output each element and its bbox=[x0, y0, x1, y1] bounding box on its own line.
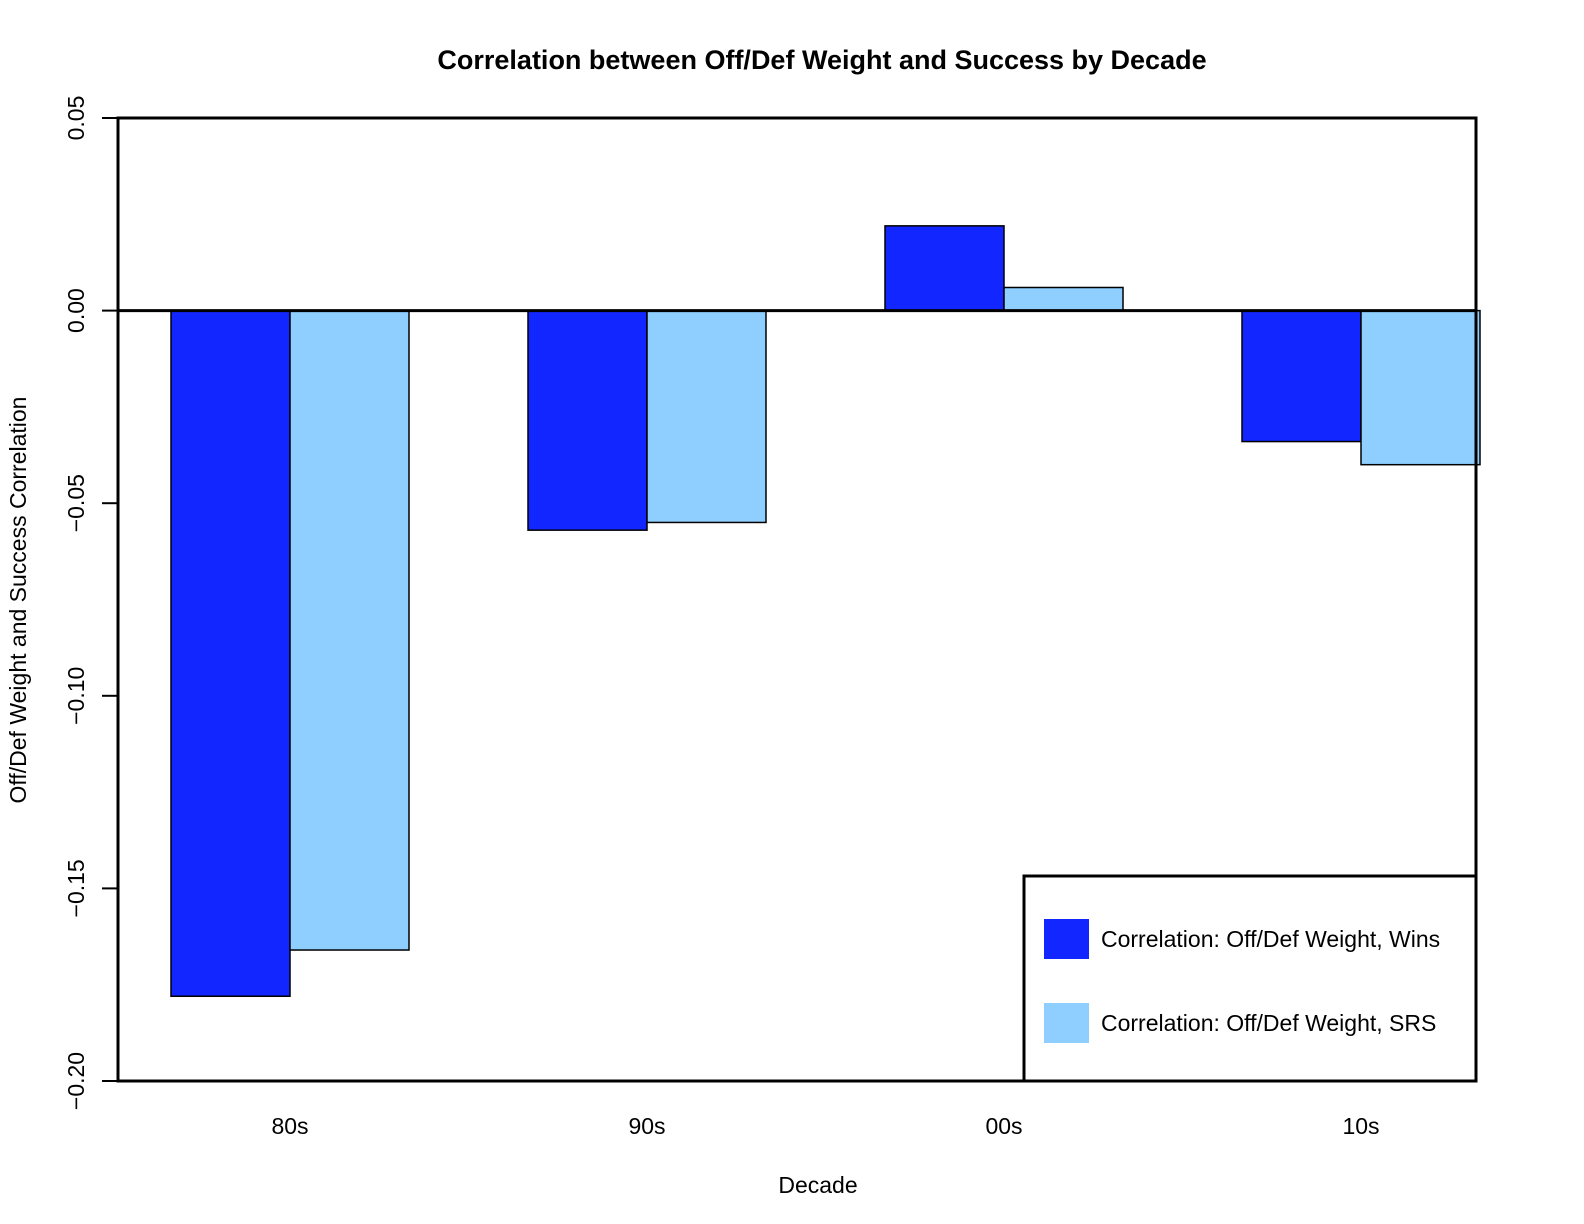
x-axis-tick-label: 10s bbox=[1342, 1113, 1379, 1139]
bar-wins-90s bbox=[527, 309, 648, 531]
bar-srs-00s bbox=[1003, 286, 1124, 312]
y-axis: −0.20 −0.15 −0.10 −0.05 0.00 0.05 bbox=[63, 96, 119, 1110]
y-axis-tick-label: −0.10 bbox=[63, 667, 89, 725]
bar-wins-00s bbox=[884, 225, 1005, 312]
x-axis-tick-label: 00s bbox=[985, 1113, 1022, 1139]
bars-group bbox=[118, 225, 1481, 998]
legend-swatch-wins bbox=[1044, 919, 1089, 959]
x-axis-label: Decade bbox=[778, 1172, 857, 1198]
legend-label-wins: Correlation: Off/Def Weight, Wins bbox=[1101, 926, 1440, 952]
y-axis-tick-label: −0.20 bbox=[63, 1052, 89, 1110]
y-axis-tick-label: 0.05 bbox=[63, 96, 89, 141]
y-axis-label: Off/Def Weight and Success Correlation bbox=[5, 397, 31, 804]
legend-box bbox=[1022, 874, 1478, 1083]
bar-srs-10s bbox=[1360, 309, 1481, 466]
y-axis-tick-label: 0.00 bbox=[63, 288, 89, 333]
chart-title: Correlation between Off/Def Weight and S… bbox=[437, 45, 1206, 75]
x-axis-tick-label: 90s bbox=[628, 1113, 665, 1139]
y-axis-tick-label: −0.15 bbox=[63, 859, 89, 917]
y-axis-tick-label: −0.05 bbox=[63, 474, 89, 532]
legend-label-srs: Correlation: Off/Def Weight, SRS bbox=[1101, 1010, 1436, 1036]
x-axis-tick-labels: 80s 90s 00s 10s bbox=[271, 1113, 1379, 1139]
x-axis-tick-label: 80s bbox=[271, 1113, 308, 1139]
bar-wins-10s bbox=[1241, 309, 1362, 443]
legend-swatch-srs bbox=[1044, 1003, 1089, 1043]
legend: Correlation: Off/Def Weight, Wins Correla… bbox=[1022, 874, 1478, 1083]
plot-frame bbox=[116, 116, 1478, 1083]
bar-wins-80s bbox=[170, 309, 291, 998]
bar-srs-80s bbox=[289, 309, 410, 951]
bar-srs-90s bbox=[646, 309, 767, 524]
